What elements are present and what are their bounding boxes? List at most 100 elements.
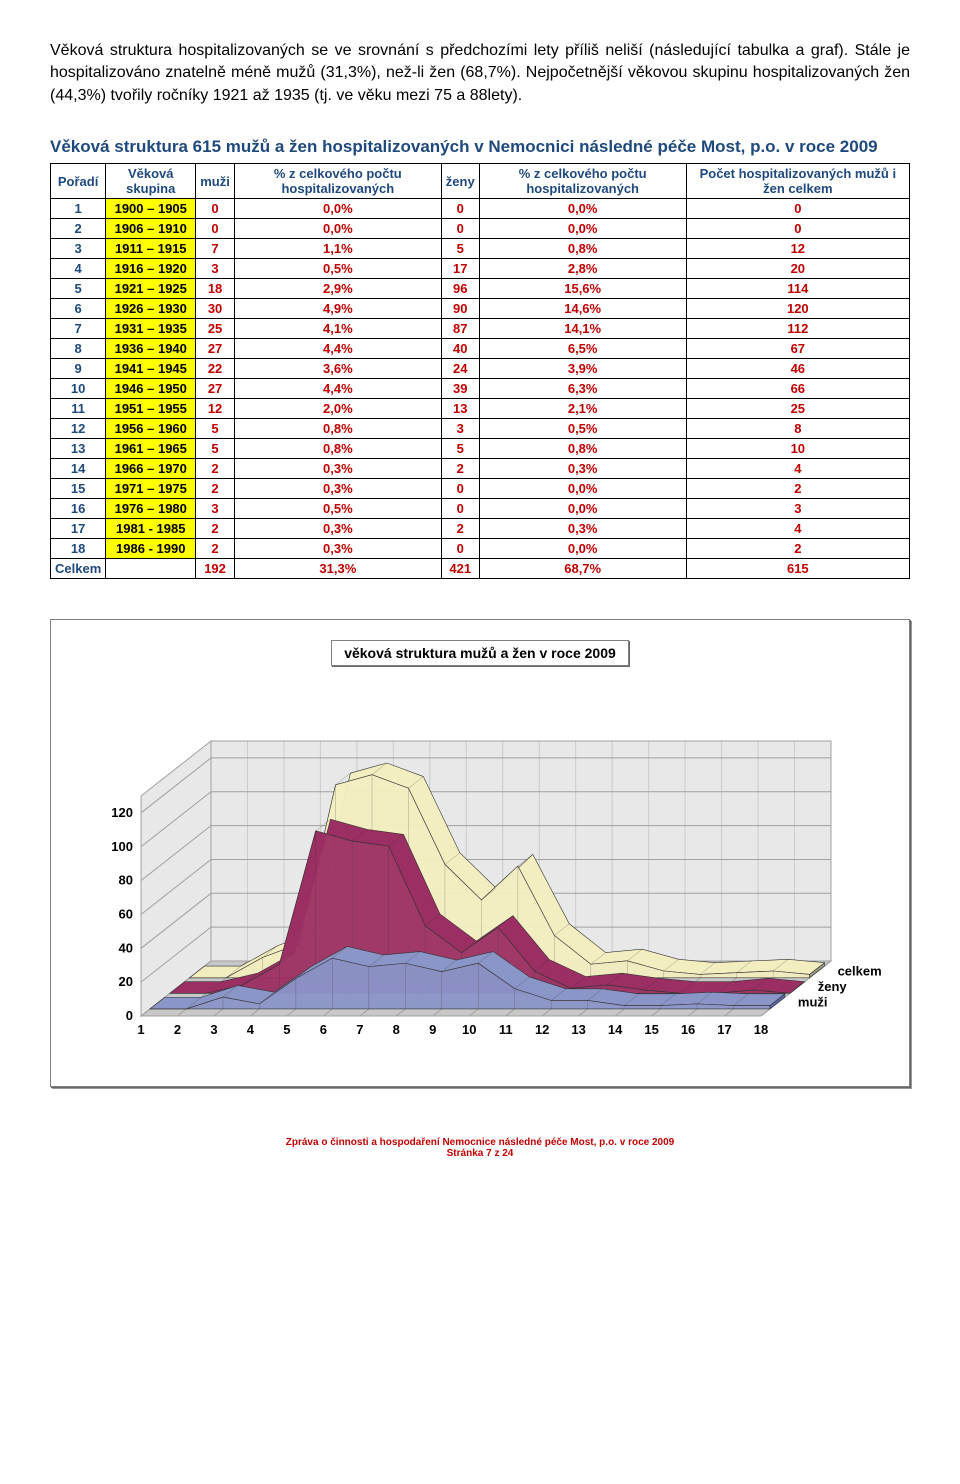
table-row: 41916 – 192030,5%172,8%20 (51, 259, 910, 279)
cell-celkem: 66 (686, 379, 909, 399)
cell-celkem: 3 (686, 499, 909, 519)
cell-celkem: 112 (686, 319, 909, 339)
cell-zeny: 3 (441, 419, 479, 439)
cell-pct-zeny: 0,8% (479, 439, 686, 459)
cell-total-label: Celkem (51, 559, 106, 579)
cell-poradi: 16 (51, 499, 106, 519)
svg-text:100: 100 (111, 839, 133, 854)
cell-muzi: 12 (196, 399, 235, 419)
th-muzi: muži (196, 164, 235, 199)
cell-muzi: 2 (196, 479, 235, 499)
cell-celkem: 10 (686, 439, 909, 459)
cell-pct-muzi: 3,6% (234, 359, 441, 379)
svg-text:8: 8 (393, 1022, 400, 1037)
cell-skupina: 1926 – 1930 (106, 299, 196, 319)
cell-pct-zeny: 15,6% (479, 279, 686, 299)
cell-skupina: 1951 – 1955 (106, 399, 196, 419)
cell-celkem: 8 (686, 419, 909, 439)
page-footer: Zpráva o činnosti a hospodaření Nemocnic… (50, 1137, 910, 1159)
svg-text:1: 1 (137, 1022, 144, 1037)
cell-zeny: 17 (441, 259, 479, 279)
cell-celkem: 46 (686, 359, 909, 379)
svg-text:16: 16 (681, 1022, 695, 1037)
table-row: 121956 – 196050,8%30,5%8 (51, 419, 910, 439)
cell-pct-zeny: 6,5% (479, 339, 686, 359)
cell-muzi: 5 (196, 439, 235, 459)
svg-text:celkem: celkem (838, 964, 882, 979)
cell-pct-muzi: 4,4% (234, 379, 441, 399)
cell-zeny: 0 (441, 479, 479, 499)
cell-pct-zeny: 0,0% (479, 539, 686, 559)
cell-pct-muzi: 2,9% (234, 279, 441, 299)
cell-celkem: 2 (686, 539, 909, 559)
intro-paragraph: Věková struktura hospitalizovaných se ve… (50, 40, 910, 107)
cell-pct-muzi: 2,0% (234, 399, 441, 419)
cell-poradi: 18 (51, 539, 106, 559)
svg-text:14: 14 (608, 1022, 623, 1037)
cell-skupina: 1921 – 1925 (106, 279, 196, 299)
cell-zeny: 0 (441, 219, 479, 239)
cell-celkem: 4 (686, 459, 909, 479)
cell-celkem: 0 (686, 219, 909, 239)
table-row: 101946 – 1950274,4%396,3%66 (51, 379, 910, 399)
svg-text:ženy: ženy (818, 979, 848, 994)
cell-poradi: 1 (51, 199, 106, 219)
cell-celkem: 114 (686, 279, 909, 299)
cell-muzi: 25 (196, 319, 235, 339)
cell-zeny: 0 (441, 539, 479, 559)
svg-text:40: 40 (119, 940, 133, 955)
cell-zeny: 2 (441, 459, 479, 479)
cell-skupina: 1911 – 1915 (106, 239, 196, 259)
cell-total-zeny: 421 (441, 559, 479, 579)
table-row: 71931 – 1935254,1%8714,1%112 (51, 319, 910, 339)
table-row: 151971 – 197520,3%00,0%2 (51, 479, 910, 499)
cell-muzi: 3 (196, 499, 235, 519)
cell-zeny: 90 (441, 299, 479, 319)
cell-total-pct-zeny: 68,7% (479, 559, 686, 579)
footer-line1: Zpráva o činnosti a hospodaření Nemocnic… (50, 1137, 910, 1148)
cell-muzi: 27 (196, 339, 235, 359)
table-row: 141966 – 197020,3%20,3%4 (51, 459, 910, 479)
cell-zeny: 5 (441, 239, 479, 259)
svg-text:10: 10 (462, 1022, 476, 1037)
cell-pct-zeny: 0,3% (479, 459, 686, 479)
footer-line2: Stránka 7 z 24 (50, 1148, 910, 1159)
cell-pct-zeny: 0,8% (479, 239, 686, 259)
cell-poradi: 15 (51, 479, 106, 499)
svg-text:9: 9 (429, 1022, 436, 1037)
cell-muzi: 0 (196, 219, 235, 239)
svg-text:7: 7 (356, 1022, 363, 1037)
cell-poradi: 7 (51, 319, 106, 339)
th-zeny: ženy (441, 164, 479, 199)
svg-text:muži: muži (798, 995, 828, 1010)
cell-pct-muzi: 0,3% (234, 479, 441, 499)
cell-poradi: 5 (51, 279, 106, 299)
table-row: 181986 - 199020,3%00,0%2 (51, 539, 910, 559)
cell-muzi: 18 (196, 279, 235, 299)
cell-pct-muzi: 1,1% (234, 239, 441, 259)
svg-text:80: 80 (119, 873, 133, 888)
cell-muzi: 3 (196, 259, 235, 279)
cell-poradi: 12 (51, 419, 106, 439)
cell-pct-muzi: 0,5% (234, 259, 441, 279)
table-row: 31911 – 191571,1%50,8%12 (51, 239, 910, 259)
cell-skupina: 1986 - 1990 (106, 539, 196, 559)
cell-pct-zeny: 14,6% (479, 299, 686, 319)
cell-zeny: 87 (441, 319, 479, 339)
cell-muzi: 0 (196, 199, 235, 219)
cell-celkem: 0 (686, 199, 909, 219)
cell-total-pct-muzi: 31,3% (234, 559, 441, 579)
cell-celkem: 67 (686, 339, 909, 359)
svg-text:20: 20 (119, 974, 133, 989)
cell-pct-zeny: 0,0% (479, 219, 686, 239)
cell-total-skupina (106, 559, 196, 579)
cell-pct-muzi: 4,4% (234, 339, 441, 359)
cell-pct-muzi: 0,3% (234, 459, 441, 479)
cell-zeny: 39 (441, 379, 479, 399)
cell-skupina: 1906 – 1910 (106, 219, 196, 239)
cell-poradi: 4 (51, 259, 106, 279)
cell-skupina: 1956 – 1960 (106, 419, 196, 439)
cell-skupina: 1976 – 1980 (106, 499, 196, 519)
cell-poradi: 9 (51, 359, 106, 379)
table-row: 51921 – 1925182,9%9615,6%114 (51, 279, 910, 299)
